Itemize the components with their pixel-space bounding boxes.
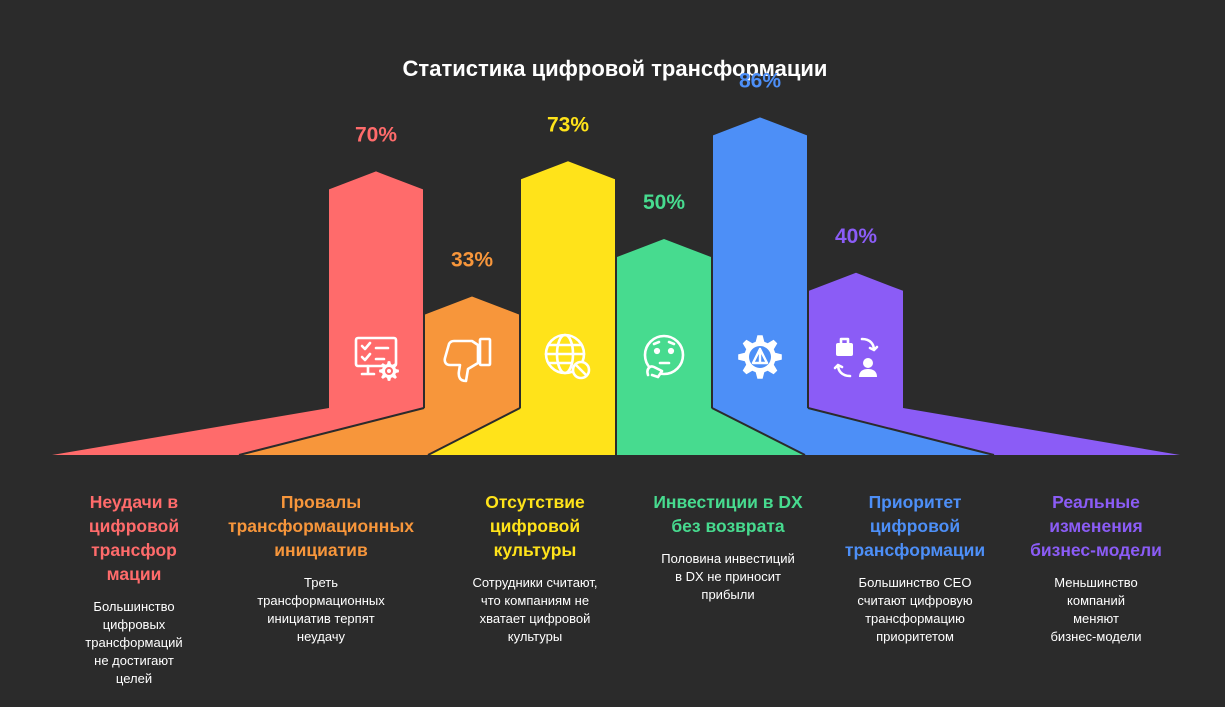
category-column-5: Приоритет цифровой трансформации Большинств… <box>820 490 1010 646</box>
briefcase-person-cycle-icon <box>833 337 879 378</box>
category-column-1: Неудачи в цифровой трансфор мации Большинств… <box>39 490 229 688</box>
category-description-line: в DX не приносит <box>675 569 781 584</box>
category-description-line: трансформационных <box>257 593 385 608</box>
category-title: Реальные изменения бизнес-модели <box>1001 490 1191 562</box>
category-column-2: Провалы трансформационных инициатив Треть тр… <box>226 490 416 646</box>
bar-base-3 <box>428 408 616 455</box>
gear-arrow-icon <box>738 335 782 379</box>
category-title-line: инициатив <box>274 540 368 560</box>
value-label-4: 50% <box>643 191 685 214</box>
globe-blocked-icon <box>544 333 591 380</box>
category-description-line: бизнес-модели <box>1050 629 1142 644</box>
category-title: Провалы трансформационных инициатив <box>226 490 416 562</box>
category-title-line: изменения <box>1049 516 1143 536</box>
bar-4 <box>617 239 711 408</box>
category-description: Меньшинство компаний меняют бизнес-модели <box>1001 574 1191 646</box>
category-description: Сотрудники считают, что компаниям не хвата… <box>440 574 630 646</box>
segment-divider <box>238 407 425 456</box>
category-title-line: трансфор <box>91 540 177 560</box>
category-title: Неудачи в цифровой трансфор мации <box>39 490 229 586</box>
category-column-4: Инвестиции в DX без возврата Половина инве… <box>633 490 823 604</box>
bar-chart: Статистика цифровой трансформации 70% 33%… <box>52 56 1180 456</box>
thumbs-down-icon <box>443 337 492 383</box>
category-description-line: что компаниям не <box>480 593 590 608</box>
category-description-line: приоритетом <box>876 629 954 644</box>
category-description-line: Треть <box>304 575 338 590</box>
category-description-line: Половина инвестиций <box>661 551 795 566</box>
category-description-line: цифровых <box>102 617 166 632</box>
category-title-line: без возврата <box>671 516 785 536</box>
category-description-line: Сотрудники считают, <box>472 575 598 590</box>
bar-1 <box>329 171 423 408</box>
value-label-6: 40% <box>835 225 877 248</box>
bar-5 <box>713 117 807 408</box>
bar-2 <box>425 296 519 408</box>
category-title: Инвестиции в DX без возврата <box>633 490 823 538</box>
bar-base-1 <box>52 408 423 455</box>
bar-base-6 <box>809 408 1180 455</box>
value-label-3: 73% <box>547 113 589 136</box>
value-label-5: 86% <box>739 69 781 92</box>
category-description: Половина инвестиций в DX не приносит прибы… <box>633 550 823 604</box>
category-description: Большинство цифровых трансформаций не дости… <box>39 598 229 688</box>
category-description-line: Меньшинство <box>1054 575 1138 590</box>
category-title-line: Инвестиции в DX <box>653 492 803 512</box>
category-column-3: Отсутствие цифровой культуры Сотрудники счи… <box>440 490 630 646</box>
category-title-line: трансформационных <box>228 516 414 536</box>
category-title: Приоритет цифровой трансформации <box>820 490 1010 562</box>
category-description-line: не достигают <box>94 653 174 668</box>
category-description-line: меняют <box>1073 611 1119 626</box>
category-description: Треть трансформационных инициатив терпят не… <box>226 574 416 646</box>
category-description-line: целей <box>115 671 153 686</box>
category-title-line: Приоритет <box>868 492 962 512</box>
category-description-line: культуры <box>507 629 563 644</box>
segment-divider <box>427 407 521 456</box>
segment-divider <box>807 407 995 456</box>
category-title-line: Реальные <box>1052 492 1140 512</box>
bar-6 <box>809 272 903 408</box>
category-title-line: мации <box>106 564 162 584</box>
category-description-line: прибыли <box>701 587 755 602</box>
category-description: Большинство CEO считают цифровую трансформ… <box>820 574 1010 646</box>
category-description-line: неудачу <box>296 629 346 644</box>
category-title-line: цифровой <box>489 516 581 536</box>
category-title-line: бизнес-модели <box>1030 540 1162 560</box>
chart-title: Статистика цифровой трансформации <box>403 56 828 81</box>
category-title-line: цифровой <box>869 516 961 536</box>
category-description-line: трансформацию <box>865 611 965 626</box>
category-title-line: Неудачи в <box>89 492 179 512</box>
category-description-line: Большинство CEO <box>858 575 972 590</box>
category-description-line: инициатив терпят <box>267 611 375 626</box>
value-label-2: 33% <box>451 248 493 271</box>
bar-3 <box>521 161 615 408</box>
category-title-line: Провалы <box>280 492 362 512</box>
category-description-line: считают цифровую <box>857 593 973 608</box>
category-description-line: хватает цифровой <box>479 611 591 626</box>
checklist-gear-icon <box>354 336 399 381</box>
category-title-line: трансформации <box>844 540 986 560</box>
thinking-face-icon <box>643 334 685 379</box>
category-description-line: компаний <box>1067 593 1125 608</box>
value-label-1: 70% <box>355 123 397 146</box>
category-title-line: Отсутствие <box>485 492 585 512</box>
category-title: Отсутствие цифровой культуры <box>440 490 630 562</box>
category-title-line: цифровой <box>88 516 180 536</box>
bar-base-4 <box>616 408 805 455</box>
category-description-line: Большинство <box>93 599 175 614</box>
category-description-line: трансформаций <box>85 635 183 650</box>
category-column-6: Реальные изменения бизнес-модели Меньшинств… <box>1001 490 1191 646</box>
segment-divider <box>711 407 806 456</box>
category-title-line: культуры <box>493 540 577 560</box>
